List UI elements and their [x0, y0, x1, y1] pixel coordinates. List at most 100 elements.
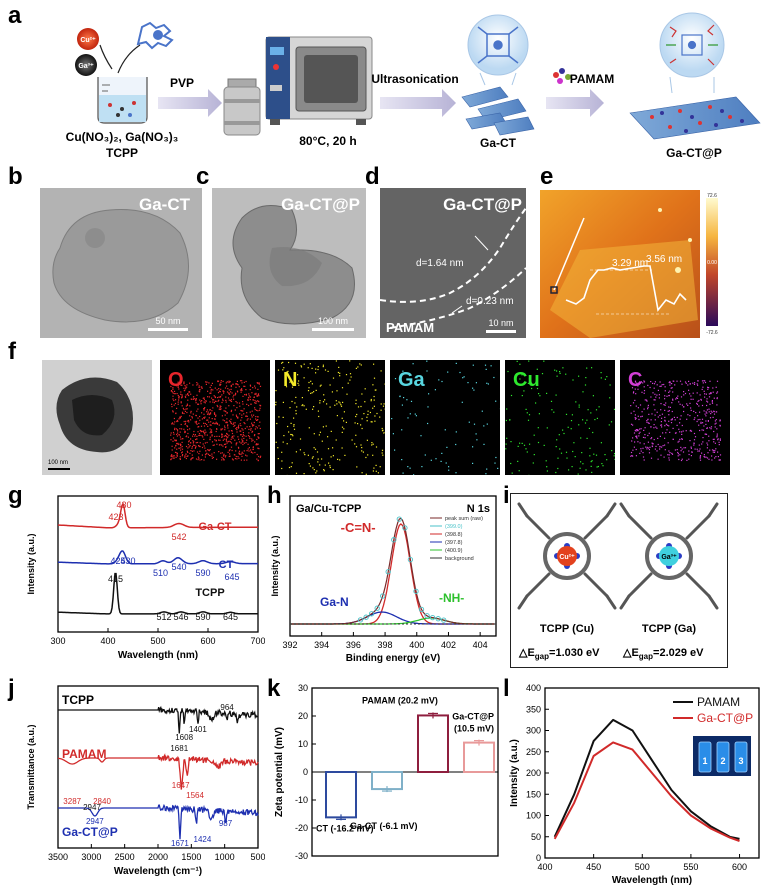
eds-dot — [592, 395, 594, 397]
eds-dot — [690, 430, 693, 432]
eds-dot — [339, 372, 341, 374]
eds-dot — [632, 392, 635, 394]
eds-dot — [664, 444, 666, 446]
eds-dot — [224, 410, 226, 412]
eds-dot — [361, 450, 363, 452]
eds-dot — [184, 422, 187, 424]
eds-dot — [230, 385, 232, 388]
eds-dot — [213, 412, 216, 414]
eds-dot — [219, 407, 221, 409]
eds-dot — [191, 446, 193, 448]
eds-dot — [401, 429, 403, 431]
eds-dot — [409, 413, 411, 415]
eds-dot — [177, 394, 179, 397]
eds-dot — [608, 424, 610, 426]
afm-height-2: 3.56 nm — [646, 254, 682, 265]
eds-dot — [696, 402, 698, 404]
eds-dot — [176, 455, 178, 457]
eds-dot — [254, 393, 256, 395]
eds-dot — [706, 400, 708, 402]
tcpp-cu-structure-icon: Cu²⁺ — [517, 502, 617, 610]
eds-dot — [694, 417, 696, 419]
eds-dot — [448, 469, 450, 471]
eds-dot — [373, 399, 375, 401]
eds-dot — [698, 424, 700, 426]
peak-label: 430 — [120, 556, 135, 566]
eds-dot — [227, 451, 229, 453]
eds-dot — [717, 438, 719, 440]
eds-dot — [228, 405, 230, 407]
eds-dot — [221, 415, 223, 417]
eds-dot — [664, 409, 666, 411]
eds-dot — [718, 459, 720, 461]
eds-dot — [196, 382, 198, 384]
eds-dot — [185, 386, 187, 388]
eds-dot — [243, 381, 245, 383]
eds-dot — [192, 444, 194, 446]
eds-dot — [225, 435, 227, 437]
eds-dot — [170, 439, 172, 441]
eds-dot — [698, 444, 700, 446]
eds-dot — [181, 395, 183, 397]
eds-dot — [260, 455, 262, 457]
eds-dot — [716, 404, 718, 406]
eds-dot — [175, 439, 177, 441]
series-line-0 — [553, 718, 740, 840]
eds-dot — [364, 401, 366, 403]
eds-dot — [238, 386, 240, 388]
eds-dot — [427, 422, 429, 425]
eds-dot — [562, 367, 564, 369]
eds-dot — [233, 422, 235, 424]
eds-dot — [185, 436, 187, 438]
eds-dot — [673, 416, 675, 418]
eds-dot — [235, 450, 237, 452]
eds-dot — [339, 459, 341, 461]
eds-dot — [250, 449, 252, 451]
series-label-tcpp: TCPP — [62, 693, 94, 707]
eds-dot — [314, 448, 317, 450]
xps-raw-point — [441, 617, 447, 623]
eds-dot — [710, 428, 712, 430]
eds-dot — [651, 413, 653, 415]
x-tick-label: 600 — [200, 636, 215, 646]
eds-dot — [254, 385, 256, 387]
eds-dot — [641, 391, 643, 393]
eds-dot — [644, 399, 646, 401]
eds-dot — [708, 393, 710, 395]
eds-dot — [225, 382, 227, 384]
eds-dot — [643, 392, 645, 394]
eds-dot — [204, 407, 206, 409]
eds-dot — [536, 387, 539, 390]
eds-dot — [714, 426, 716, 428]
eds-dot — [574, 456, 576, 458]
y-tick-label: 200 — [526, 768, 541, 778]
series-label-pamam: PAMAM — [62, 747, 106, 761]
eds-dot — [223, 454, 225, 456]
eds-dot — [228, 434, 230, 436]
eds-element-label: C — [628, 369, 642, 391]
eds-dot — [680, 396, 683, 398]
eds-dot — [467, 382, 469, 384]
eds-dot — [637, 429, 639, 431]
eds-dot — [715, 419, 717, 421]
eds-dot — [697, 419, 699, 421]
eds-dot — [172, 410, 174, 412]
eds-dot — [710, 392, 712, 394]
eds-dot — [252, 387, 254, 389]
eds-dot — [669, 381, 671, 383]
eds-dot — [225, 446, 227, 448]
eds-dot — [559, 372, 561, 374]
eds-dot — [702, 429, 705, 431]
eds-dot — [197, 456, 200, 458]
eds-dot — [345, 421, 347, 423]
eds-dot — [714, 457, 716, 459]
eds-dot — [236, 429, 238, 431]
y-axis-label: Intensity (a.u.) — [26, 533, 36, 594]
eds-dot — [702, 437, 704, 439]
eds-dot — [632, 437, 634, 439]
legend-label: (399.0) — [445, 524, 463, 530]
eds-dot — [664, 386, 666, 388]
eds-dot — [177, 401, 179, 403]
afm-image: 3.29 nm 3.56 nm 72.6 0.00 -72.6 — [540, 190, 730, 338]
eds-dot — [337, 371, 339, 374]
